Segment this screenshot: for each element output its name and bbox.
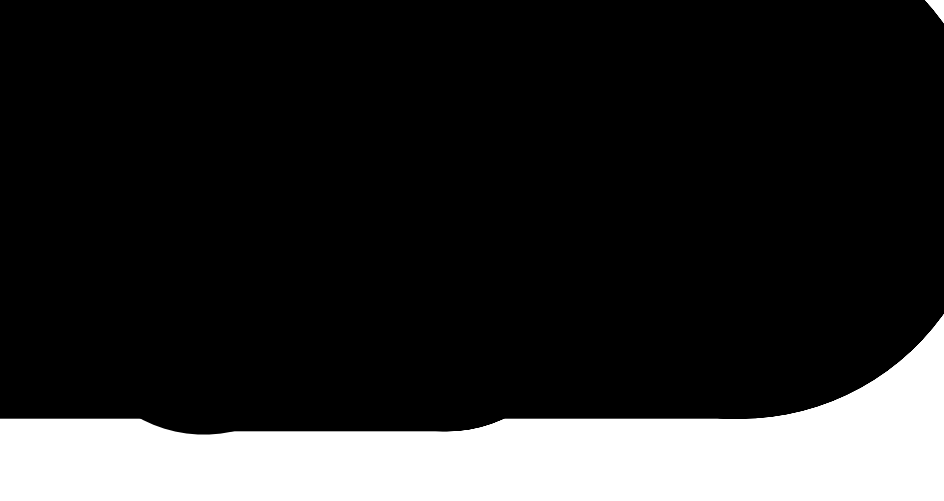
Text: CH₃: CH₃ [140, 206, 158, 216]
Text: Cl: Cl [292, 229, 302, 239]
Text: 558: 558 [455, 225, 479, 238]
Text: O: O [183, 121, 193, 131]
Text: 94: 94 [651, 212, 667, 225]
Text: H: H [164, 268, 172, 278]
Text: H: H [553, 268, 561, 278]
Text: 557: 557 [277, 216, 300, 229]
Text: Стадия 3: Стадия 3 [440, 267, 494, 277]
Text: 559: 559 [209, 336, 232, 348]
Text: H: H [637, 155, 645, 165]
Text: Cl: Cl [753, 276, 765, 286]
Text: Br: Br [292, 121, 304, 131]
Text: OH: OH [168, 204, 185, 214]
Text: +: + [230, 159, 249, 179]
Text: Cl: Cl [680, 229, 691, 239]
Text: +: + [580, 159, 598, 179]
Text: N: N [572, 293, 581, 303]
Text: N: N [548, 262, 557, 272]
Text: H: H [413, 121, 421, 131]
Text: Cl: Cl [364, 276, 376, 286]
Text: Стадия 1: Стадия 1 [323, 136, 377, 146]
Text: N: N [632, 148, 640, 158]
Text: O: O [439, 190, 447, 200]
Text: 556: 556 [134, 116, 158, 129]
Text: O: O [428, 103, 437, 113]
Text: Стадия 2: Стадия 2 [733, 136, 786, 146]
Text: N: N [160, 262, 168, 272]
Text: O: O [682, 282, 690, 292]
Text: 559: 559 [632, 336, 656, 348]
Text: H: H [151, 125, 160, 135]
Text: N: N [183, 293, 192, 303]
Text: Cl: Cl [163, 152, 174, 162]
Text: Cl: Cl [425, 144, 436, 154]
Text: Cl: Cl [292, 204, 303, 214]
Text: O: O [161, 204, 170, 214]
Text: Cl: Cl [504, 225, 515, 235]
Text: N: N [651, 175, 660, 185]
Text: O: O [293, 282, 301, 292]
